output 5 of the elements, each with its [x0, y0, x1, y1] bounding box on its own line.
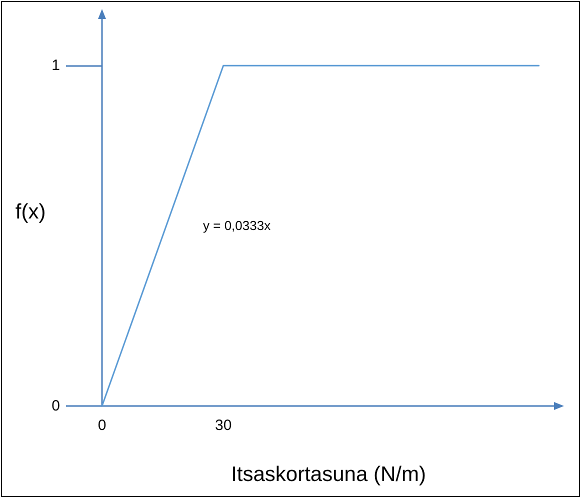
x-tick-label: 30 [214, 417, 232, 434]
y-axis-title: f(x) [15, 200, 46, 224]
y-tick-label: 1 [52, 57, 60, 74]
x-axis-title: Itsaskortasuna (N/m) [231, 463, 426, 486]
annotation: y = 0,0333x [203, 218, 272, 233]
